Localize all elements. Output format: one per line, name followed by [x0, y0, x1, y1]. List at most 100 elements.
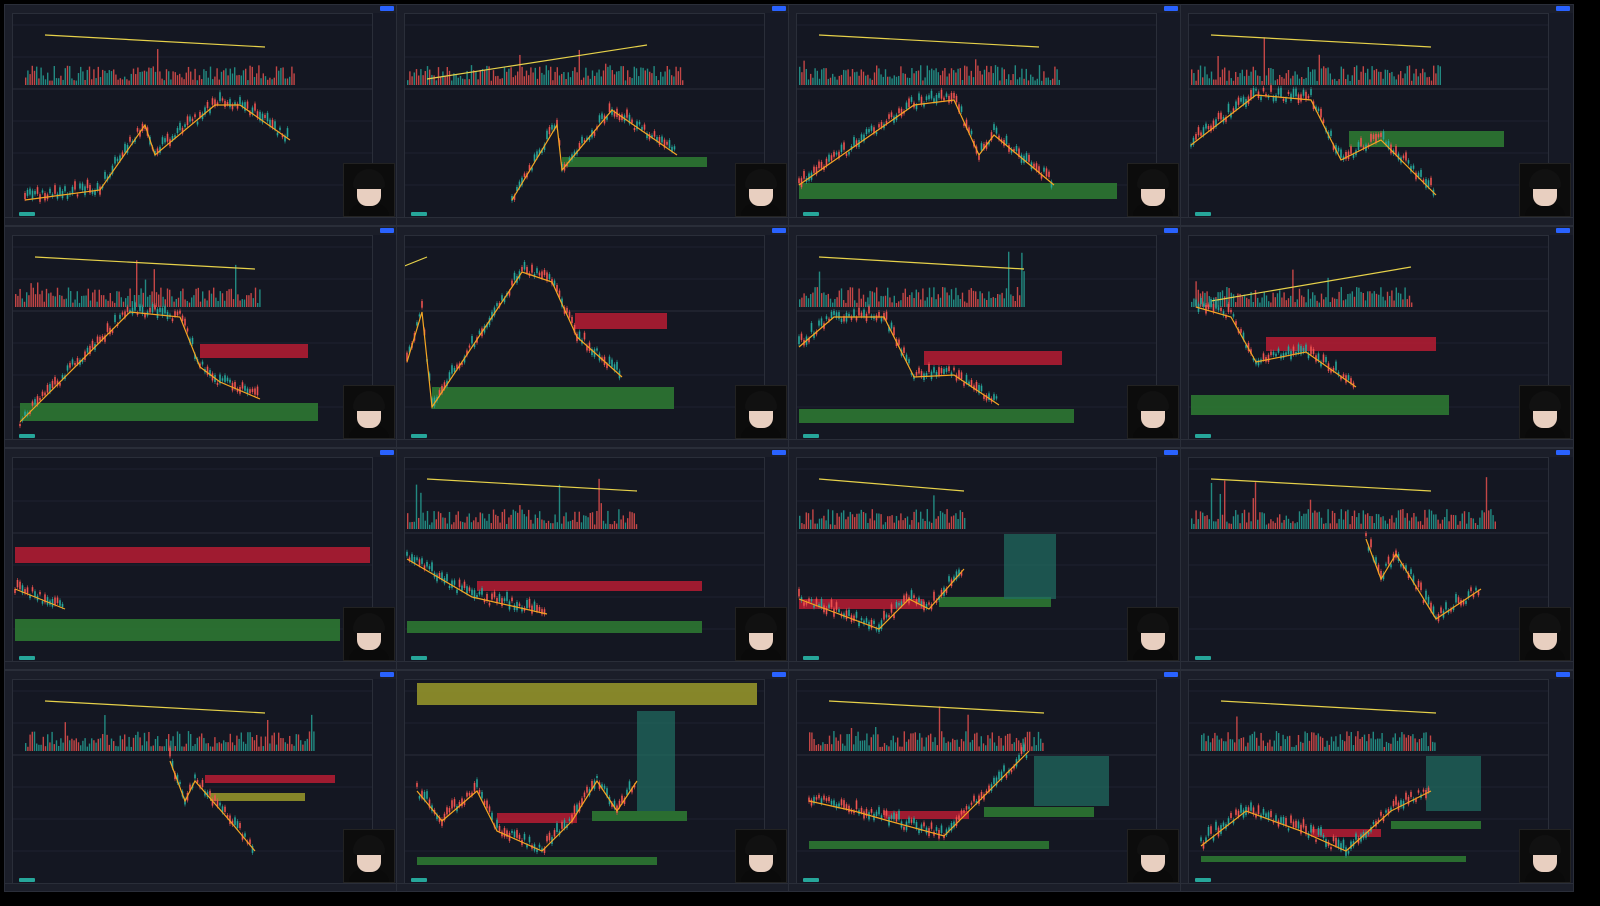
volume-bar: [801, 523, 803, 529]
candle-body: [621, 795, 623, 803]
candle-body: [468, 587, 471, 592]
candle-body: [1350, 841, 1352, 849]
person-shirt: [1525, 426, 1565, 438]
candle-body: [521, 607, 523, 612]
volume-bar: [31, 65, 33, 85]
time-range-start-marker: [803, 434, 819, 438]
candle-body: [506, 830, 508, 837]
volume-bar: [867, 522, 869, 529]
volume-bar: [880, 295, 882, 307]
volume-bar: [1282, 734, 1284, 751]
volume-bar: [924, 300, 926, 307]
candle-body: [1020, 154, 1023, 163]
volume-bar: [88, 66, 91, 85]
volume-bar: [905, 741, 908, 751]
candle-body: [970, 802, 973, 805]
candle-body: [74, 362, 76, 366]
volume-bar: [111, 301, 114, 307]
volume-bar: [130, 73, 132, 85]
volume-bar: [653, 66, 655, 85]
volume-bar: [899, 746, 901, 751]
volume-bar: [1260, 732, 1262, 751]
candle-body: [209, 790, 211, 796]
candle-body: [898, 339, 900, 345]
candle-body: [478, 789, 481, 794]
volume-bar: [95, 742, 97, 751]
candle-body: [448, 372, 451, 380]
volume-bar: [935, 518, 937, 529]
volume-bar: [948, 522, 950, 529]
candle-body: [411, 554, 413, 562]
candle-body: [960, 572, 963, 576]
candle-body: [1220, 307, 1222, 312]
volume-bar: [1348, 735, 1350, 751]
volume-bar: [228, 289, 230, 307]
volume-bar: [856, 513, 858, 529]
volume-bar: [854, 300, 856, 307]
volume-bar: [1325, 297, 1327, 307]
volume-bar: [409, 522, 411, 529]
volume-bar: [429, 69, 431, 85]
candle-body: [925, 96, 928, 100]
volume-bar: [961, 512, 964, 529]
volume-bar: [1342, 300, 1345, 307]
candle-body: [1300, 824, 1302, 834]
volume-bar: [38, 78, 40, 85]
volume-bar: [543, 74, 545, 85]
candle-body: [121, 152, 124, 157]
candle-body: [845, 610, 848, 620]
candle-body: [561, 821, 563, 829]
volume-bar: [1274, 80, 1276, 85]
volume-bar: [816, 523, 818, 529]
volume-bar: [136, 260, 138, 307]
volume-bar: [898, 75, 900, 85]
candle-body: [963, 810, 965, 813]
candle-body: [244, 833, 246, 837]
volume-bar: [928, 70, 931, 85]
volume-bar: [1197, 289, 1199, 307]
candle-body: [825, 316, 828, 320]
drawing-toolbar: [1181, 457, 1189, 665]
volume-bar: [484, 69, 486, 85]
volume-bar: [547, 70, 550, 85]
candle-body: [835, 152, 838, 155]
volume-bar: [508, 517, 510, 529]
candle-body: [149, 307, 151, 313]
volume-bar: [1276, 293, 1279, 307]
price-chart: [797, 690, 1158, 852]
volume-bar: [462, 78, 464, 85]
volume-bar: [114, 302, 116, 307]
candle-body: [254, 103, 256, 111]
candle-body: [546, 130, 548, 140]
volume-bar: [965, 731, 967, 751]
person-hair: [745, 391, 777, 411]
volume-bar: [1054, 66, 1056, 85]
volume-bar: [262, 746, 264, 751]
volume-bar: [1193, 73, 1195, 85]
person-shirt: [1133, 204, 1173, 216]
candle-body: [1040, 173, 1043, 179]
volume-bar: [1329, 523, 1331, 529]
candle-body: [71, 186, 74, 194]
candle-body: [436, 814, 438, 820]
candle-body: [1220, 112, 1222, 120]
candle-body: [471, 336, 473, 344]
volume-bar: [74, 299, 76, 307]
candle-body: [553, 830, 556, 837]
candle-body: [1407, 160, 1410, 164]
demand-zone: [562, 157, 707, 167]
volume-bar: [1270, 302, 1272, 307]
trend-zigzag: [798, 99, 1055, 186]
volume-bar: [444, 75, 446, 85]
volume-bar: [826, 744, 828, 751]
volume-bar: [201, 79, 203, 85]
volume-bar: [1202, 77, 1204, 85]
candle-body: [1352, 154, 1355, 158]
volume-bar: [1005, 288, 1008, 307]
volume-bar: [944, 514, 946, 529]
candle-body: [1412, 575, 1415, 584]
volume-bar: [1279, 290, 1281, 307]
candle-body: [943, 97, 945, 101]
demand-zone: [1391, 821, 1481, 829]
volume-bar: [73, 80, 75, 85]
